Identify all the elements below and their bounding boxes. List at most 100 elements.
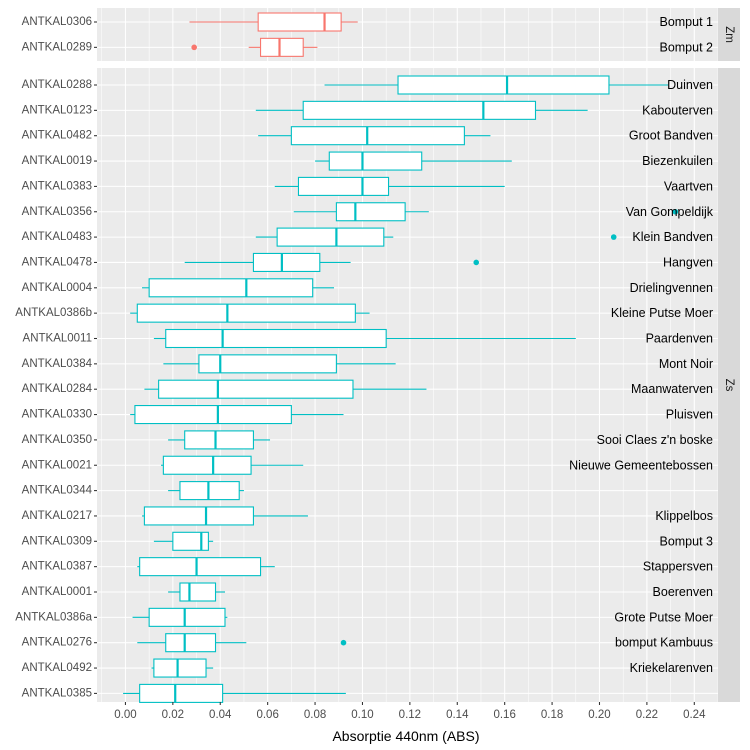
x-tick-label: 0.24	[683, 709, 706, 721]
site-label: Sooi Claes z'n boske	[597, 433, 713, 447]
x-tick-label: 0.10	[351, 709, 373, 721]
site-label: Maanwaterven	[631, 382, 713, 396]
box-iqr	[302, 100, 537, 120]
facet-strip-label: Zm	[723, 26, 735, 43]
y-tick-label: ANTKAL0383	[22, 180, 92, 192]
box-iqr	[162, 455, 252, 475]
panel-background	[97, 8, 718, 61]
site-label: Klippelbos	[655, 509, 713, 523]
y-tick-label: ANTKAL0350	[22, 434, 92, 446]
box-antkal0482: Groot Bandven	[258, 126, 713, 146]
x-tick-label: 0.22	[636, 709, 658, 721]
box-iqr	[165, 633, 217, 653]
site-label: Duinven	[667, 78, 713, 92]
box-antkal0383: Vaartven	[274, 176, 713, 196]
y-tick-label: ANTKAL0386a	[15, 611, 92, 623]
box-iqr	[148, 278, 314, 298]
site-label: Drielingvennen	[630, 281, 713, 295]
box-antkal0385	[123, 683, 346, 703]
outlier-point	[191, 44, 197, 51]
box-antkal0350: Sooi Claes z'n boske	[168, 430, 713, 450]
x-tick-label: 0.20	[588, 709, 610, 721]
y-tick-label: ANTKAL0330	[22, 409, 92, 421]
box-antkal0309: Bomput 3	[153, 531, 713, 551]
y-tick-label: ANTKAL0021	[22, 459, 92, 471]
box-antkal0276: bomput Kambuus	[137, 633, 713, 653]
box-antkal0386a: Grote Putse Moer	[132, 607, 713, 627]
site-label: Bomput 3	[659, 534, 713, 548]
site-label: Pluisven	[666, 408, 713, 422]
y-tick-label: ANTKAL0478	[22, 256, 92, 268]
box-iqr	[198, 354, 337, 374]
site-label: Van Gompeldijk	[626, 205, 714, 219]
x-tick-label: 0.16	[493, 709, 515, 721]
box-iqr	[297, 176, 390, 196]
box-iqr	[257, 12, 342, 32]
site-label: Grote Putse Moer	[614, 610, 713, 624]
outlier-point	[340, 639, 347, 646]
box-iqr	[136, 303, 356, 323]
site-label: Kabouterven	[642, 103, 713, 117]
y-tick-label: ANTKAL0284	[22, 383, 93, 395]
box-antkal0011: Paardenven	[153, 328, 713, 349]
x-tick-label: 0.02	[162, 709, 184, 721]
x-tick-label: 0.12	[399, 709, 421, 721]
y-axis: ANTKAL0306 ANTKAL0289 ANTKAL0288 ANTKAL0123…	[15, 16, 97, 699]
y-tick-label: ANTKAL0276	[22, 637, 92, 649]
box-iqr	[165, 328, 387, 349]
site-label: Vaartven	[664, 179, 713, 193]
box-antkal0344	[168, 481, 244, 501]
y-tick-label: ANTKAL0482	[22, 130, 92, 142]
site-label: Groot Bandven	[629, 129, 713, 143]
box-iqr	[139, 557, 262, 577]
box-iqr	[184, 430, 254, 450]
site-label: Bomput 2	[659, 40, 713, 54]
box-antkal0387: Stappersven	[137, 557, 713, 577]
box-antkal0001: Boerenven	[168, 582, 713, 602]
box-iqr	[139, 683, 224, 703]
box-antkal0384: Mont Noir	[163, 354, 713, 374]
box-iqr	[172, 531, 209, 551]
box-antkal0217: Klippelbos	[142, 506, 713, 526]
x-tick-label: 0.14	[446, 709, 469, 721]
y-tick-label: ANTKAL0123	[22, 104, 92, 116]
facet-strip	[718, 68, 740, 702]
box-iqr	[148, 607, 226, 627]
box-antkal0288: Duinven	[324, 75, 713, 95]
box-antkal0021: Nieuwe Gemeentebossen	[160, 455, 713, 475]
y-tick-label: ANTKAL0289	[22, 41, 92, 53]
y-tick-label: ANTKAL0306	[22, 16, 92, 28]
site-label: bomput Kambuus	[615, 636, 713, 650]
x-tick-label: 0.04	[209, 709, 232, 721]
strips-layer: Zm Zs	[718, 8, 740, 702]
box-iqr	[259, 37, 304, 57]
box-antkal0330: Pluisven	[130, 404, 713, 425]
box-iqr	[179, 481, 240, 501]
box-antkal0004: Drielingvennen	[142, 278, 713, 298]
site-label: Mont Noir	[659, 357, 713, 371]
x-tick-label: 0.08	[304, 709, 326, 721]
box-antkal0356: Van Gompeldijk	[293, 202, 714, 222]
box-iqr	[153, 658, 207, 678]
boxes-layer: Bomput 1 Bomput 2 Duinven Kabouterven Groot …	[123, 12, 714, 703]
y-tick-label: ANTKAL0384	[22, 358, 93, 370]
x-tick-label: 0.00	[114, 709, 136, 721]
y-tick-label: ANTKAL0309	[22, 535, 92, 547]
site-label: Hangven	[663, 255, 713, 269]
y-tick-label: ANTKAL0004	[22, 282, 93, 294]
y-tick-label: ANTKAL0019	[22, 155, 92, 167]
site-label: Klein Bandven	[632, 230, 713, 244]
y-tick-label: ANTKAL0387	[22, 561, 92, 573]
y-tick-label: ANTKAL0288	[22, 79, 92, 91]
box-iqr	[252, 252, 321, 272]
box-antkal0478: Hangven	[184, 252, 713, 272]
facet-strip-label: Zs	[723, 379, 735, 392]
box-iqr	[328, 151, 423, 171]
site-label: Stappersven	[643, 560, 713, 574]
box-iqr	[143, 506, 254, 526]
box-iqr	[290, 126, 465, 146]
outlier-point	[672, 208, 679, 215]
site-label: Kleine Putse Moer	[611, 306, 713, 320]
box-antkal0123: Kabouterven	[255, 100, 713, 120]
